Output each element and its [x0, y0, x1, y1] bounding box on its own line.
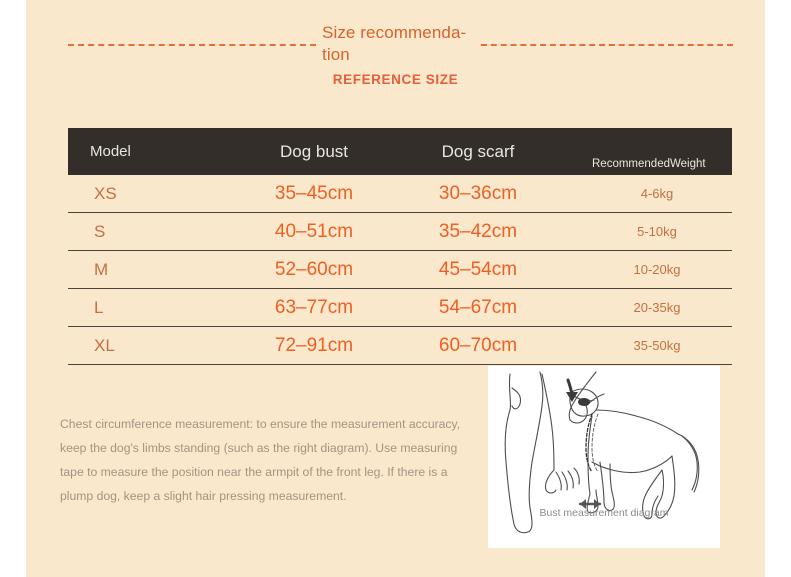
column-header-weight-line2: Weight: [669, 158, 706, 170]
table-row: XL 72–91cm 60–70cm 35-50kg: [68, 327, 732, 365]
cell-scarf: 45–54cm: [438, 258, 518, 280]
cell-model: L: [94, 297, 104, 317]
dashed-rule-right: [481, 44, 733, 46]
column-header-weight: Recommended Weight: [592, 128, 722, 188]
bust-measurement-diagram: Bust measurement diagram: [488, 366, 720, 548]
cell-model: M: [94, 259, 109, 279]
page-title: Size recommenda-tion: [322, 23, 467, 64]
cell-weight: 4-6kg: [640, 186, 674, 201]
cell-bust: 72–91cm: [274, 334, 354, 356]
column-header-weight-line1: Recommended: [592, 158, 670, 170]
table-row: XS 35–45cm 30–36cm 4-6kg: [68, 175, 732, 213]
column-header-scarf: Dog scarf: [441, 141, 515, 161]
cell-weight: 5-10kg: [637, 224, 677, 239]
table-row: M 52–60cm 45–54cm 10-20kg: [68, 251, 732, 289]
cell-weight: 35-50kg: [633, 338, 681, 353]
cell-bust: 63–77cm: [274, 296, 354, 318]
dog-measurement-illustration: [504, 371, 700, 534]
cell-model: XS: [94, 183, 117, 203]
page-subtitle: REFERENCE SIZE: [332, 72, 459, 87]
cell-scarf: 60–70cm: [438, 334, 518, 356]
diagram-caption: Bust measurement diagram: [539, 507, 669, 519]
size-table: Model Dog bust Dog scarf Recommended Wei…: [68, 128, 732, 365]
table-row: L 63–77cm 54–67cm 20-35kg: [68, 289, 732, 327]
cell-weight: 20-35kg: [633, 300, 681, 315]
column-header-bust: Dog bust: [279, 141, 349, 161]
cell-bust: 40–51cm: [274, 220, 354, 242]
column-header-model: Model: [90, 143, 131, 160]
cell-bust: 52–60cm: [274, 258, 354, 280]
size-chart-page: Size recommenda-tion REFERENCE SIZE Mode…: [26, 0, 765, 577]
cell-scarf: 30–36cm: [438, 182, 518, 204]
table-row: S 40–51cm 35–42cm 5-10kg: [68, 213, 732, 251]
table-header-row: Model Dog bust Dog scarf Recommended Wei…: [68, 128, 732, 175]
cell-bust: 35–45cm: [274, 182, 354, 204]
cell-model: XL: [94, 335, 115, 355]
dashed-rule-left: [68, 44, 316, 46]
measurement-note: Chest circumference measurement: to ensu…: [60, 417, 461, 503]
cell-model: S: [94, 221, 106, 241]
cell-scarf: 54–67cm: [438, 296, 518, 318]
title-block: Size recommenda-tion: [26, 22, 765, 74]
cell-scarf: 35–42cm: [438, 220, 518, 242]
cell-weight: 10-20kg: [633, 262, 681, 277]
